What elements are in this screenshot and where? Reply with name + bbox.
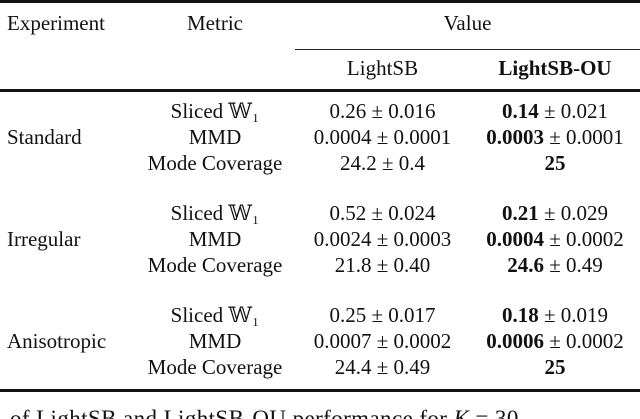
lightsb-value: 0.0007 ± 0.0002 [313, 329, 452, 353]
table-row: Mode Coverage 24.2 ± 0.4 25 [0, 150, 640, 176]
lightsb-ou-value: 0.0003 ± 0.0001 [470, 124, 640, 150]
ou-mean: 25 [544, 355, 566, 379]
experiment-label: Irregular [7, 227, 81, 251]
ou-mean: 0.14 [501, 99, 539, 123]
lightsb-value: 24.2 ± 0.4 [339, 151, 426, 175]
experiment-label: Standard [7, 125, 82, 149]
ou-mean: 0.0003 [486, 125, 544, 149]
table-caption: of LightSB and LightSB-OU performance fo… [10, 405, 640, 419]
lightsb-value: 0.0024 ± 0.0003 [313, 227, 452, 251]
lightsb-ou-value: 24.6 ± 0.49 [470, 252, 640, 278]
table-row: Mode Coverage 24.4 ± 0.49 25 [0, 354, 640, 391]
lightsb-value: 21.8 ± 0.40 [334, 253, 431, 277]
ou-mean: 0.18 [501, 303, 539, 327]
lightsb-ou-value: 25 [470, 150, 640, 176]
metric-label: Mode Coverage [147, 253, 283, 277]
lightsb-ou-value: 25 [470, 354, 640, 391]
experiment-header: Experiment [7, 11, 105, 35]
header-row-sub: LightSB LightSB-OU [0, 50, 640, 91]
experiment-label [0, 278, 135, 328]
lightsb-value: 0.26 ± 0.016 [329, 99, 436, 123]
caption-variable-k: K [453, 406, 470, 419]
table-row: Sliced 𝕎₁ 0.25 ± 0.017 0.18 ± 0.019 [0, 278, 640, 328]
table-row: Sliced 𝕎₁ 0.26 ± 0.016 0.14 ± 0.021 [0, 91, 640, 125]
ou-mean: 25 [544, 151, 566, 175]
lightsb-value: 24.4 ± 0.49 [334, 355, 431, 379]
lightsb-ou-value: 0.21 ± 0.029 [470, 176, 640, 226]
header-row-top: Experiment Metric Value [0, 1, 640, 50]
caption-text-post: = 30 [469, 406, 519, 419]
ou-error: ± 0.0002 [543, 227, 624, 251]
lightsb-value: 0.0004 ± 0.0001 [313, 125, 452, 149]
table-row: Standard MMD 0.0004 ± 0.0001 0.0003 ± 0.… [0, 124, 640, 150]
lightsb-ou-value: 0.0004 ± 0.0002 [470, 226, 640, 252]
ou-error: ± 0.019 [538, 303, 609, 327]
lightsb-ou-value: 0.14 ± 0.021 [470, 91, 640, 125]
ou-mean: 24.6 [507, 253, 544, 277]
experiment-label [0, 150, 135, 176]
table-row: Mode Coverage 21.8 ± 0.40 24.6 ± 0.49 [0, 252, 640, 278]
ou-error: ± 0.0002 [543, 329, 624, 353]
ou-mean: 0.0004 [486, 227, 544, 251]
experiment-label [0, 252, 135, 278]
metric-header: Metric [187, 11, 243, 35]
results-table: Experiment Metric Value LightSB LightSB-… [0, 0, 640, 392]
lightsb-value: 0.25 ± 0.017 [329, 303, 436, 327]
lightsb-subheader: LightSB [346, 55, 419, 80]
experiment-label [0, 91, 135, 125]
metric-label: Sliced 𝕎₁ [170, 303, 260, 327]
ou-error: ± 0.021 [538, 99, 609, 123]
lightsb-ou-subheader: LightSB-OU [498, 55, 612, 80]
caption-text-pre: of LightSB and LightSB-OU performance fo… [10, 406, 454, 419]
value-header: Value [295, 1, 640, 50]
experiment-label [0, 354, 135, 391]
lightsb-value: 0.52 ± 0.024 [329, 201, 436, 225]
lightsb-ou-value: 0.18 ± 0.019 [470, 278, 640, 328]
table-row: Irregular MMD 0.0024 ± 0.0003 0.0004 ± 0… [0, 226, 640, 252]
metric-label: MMD [188, 227, 242, 251]
metric-label: Sliced 𝕎₁ [170, 201, 260, 225]
experiment-label: Anisotropic [7, 329, 107, 353]
ou-error: ± 0.0001 [543, 125, 624, 149]
ou-error: ± 0.029 [538, 201, 609, 225]
ou-error: ± 0.49 [543, 253, 603, 277]
metric-label: Sliced 𝕎₁ [170, 99, 260, 123]
metric-label: MMD [188, 329, 242, 353]
table-header: Experiment Metric Value LightSB LightSB-… [0, 1, 640, 91]
ou-mean: 0.0006 [486, 329, 544, 353]
experiment-label [0, 176, 135, 226]
metric-label: Mode Coverage [147, 151, 283, 175]
table-row: Anisotropic MMD 0.0007 ± 0.0002 0.0006 ±… [0, 328, 640, 354]
table-row: Sliced 𝕎₁ 0.52 ± 0.024 0.21 ± 0.029 [0, 176, 640, 226]
lightsb-ou-value: 0.0006 ± 0.0002 [470, 328, 640, 354]
metric-label: MMD [188, 125, 242, 149]
metric-label: Mode Coverage [147, 355, 283, 379]
ou-mean: 0.21 [501, 201, 539, 225]
table-body: Sliced 𝕎₁ 0.26 ± 0.016 0.14 ± 0.021 Stan… [0, 91, 640, 391]
